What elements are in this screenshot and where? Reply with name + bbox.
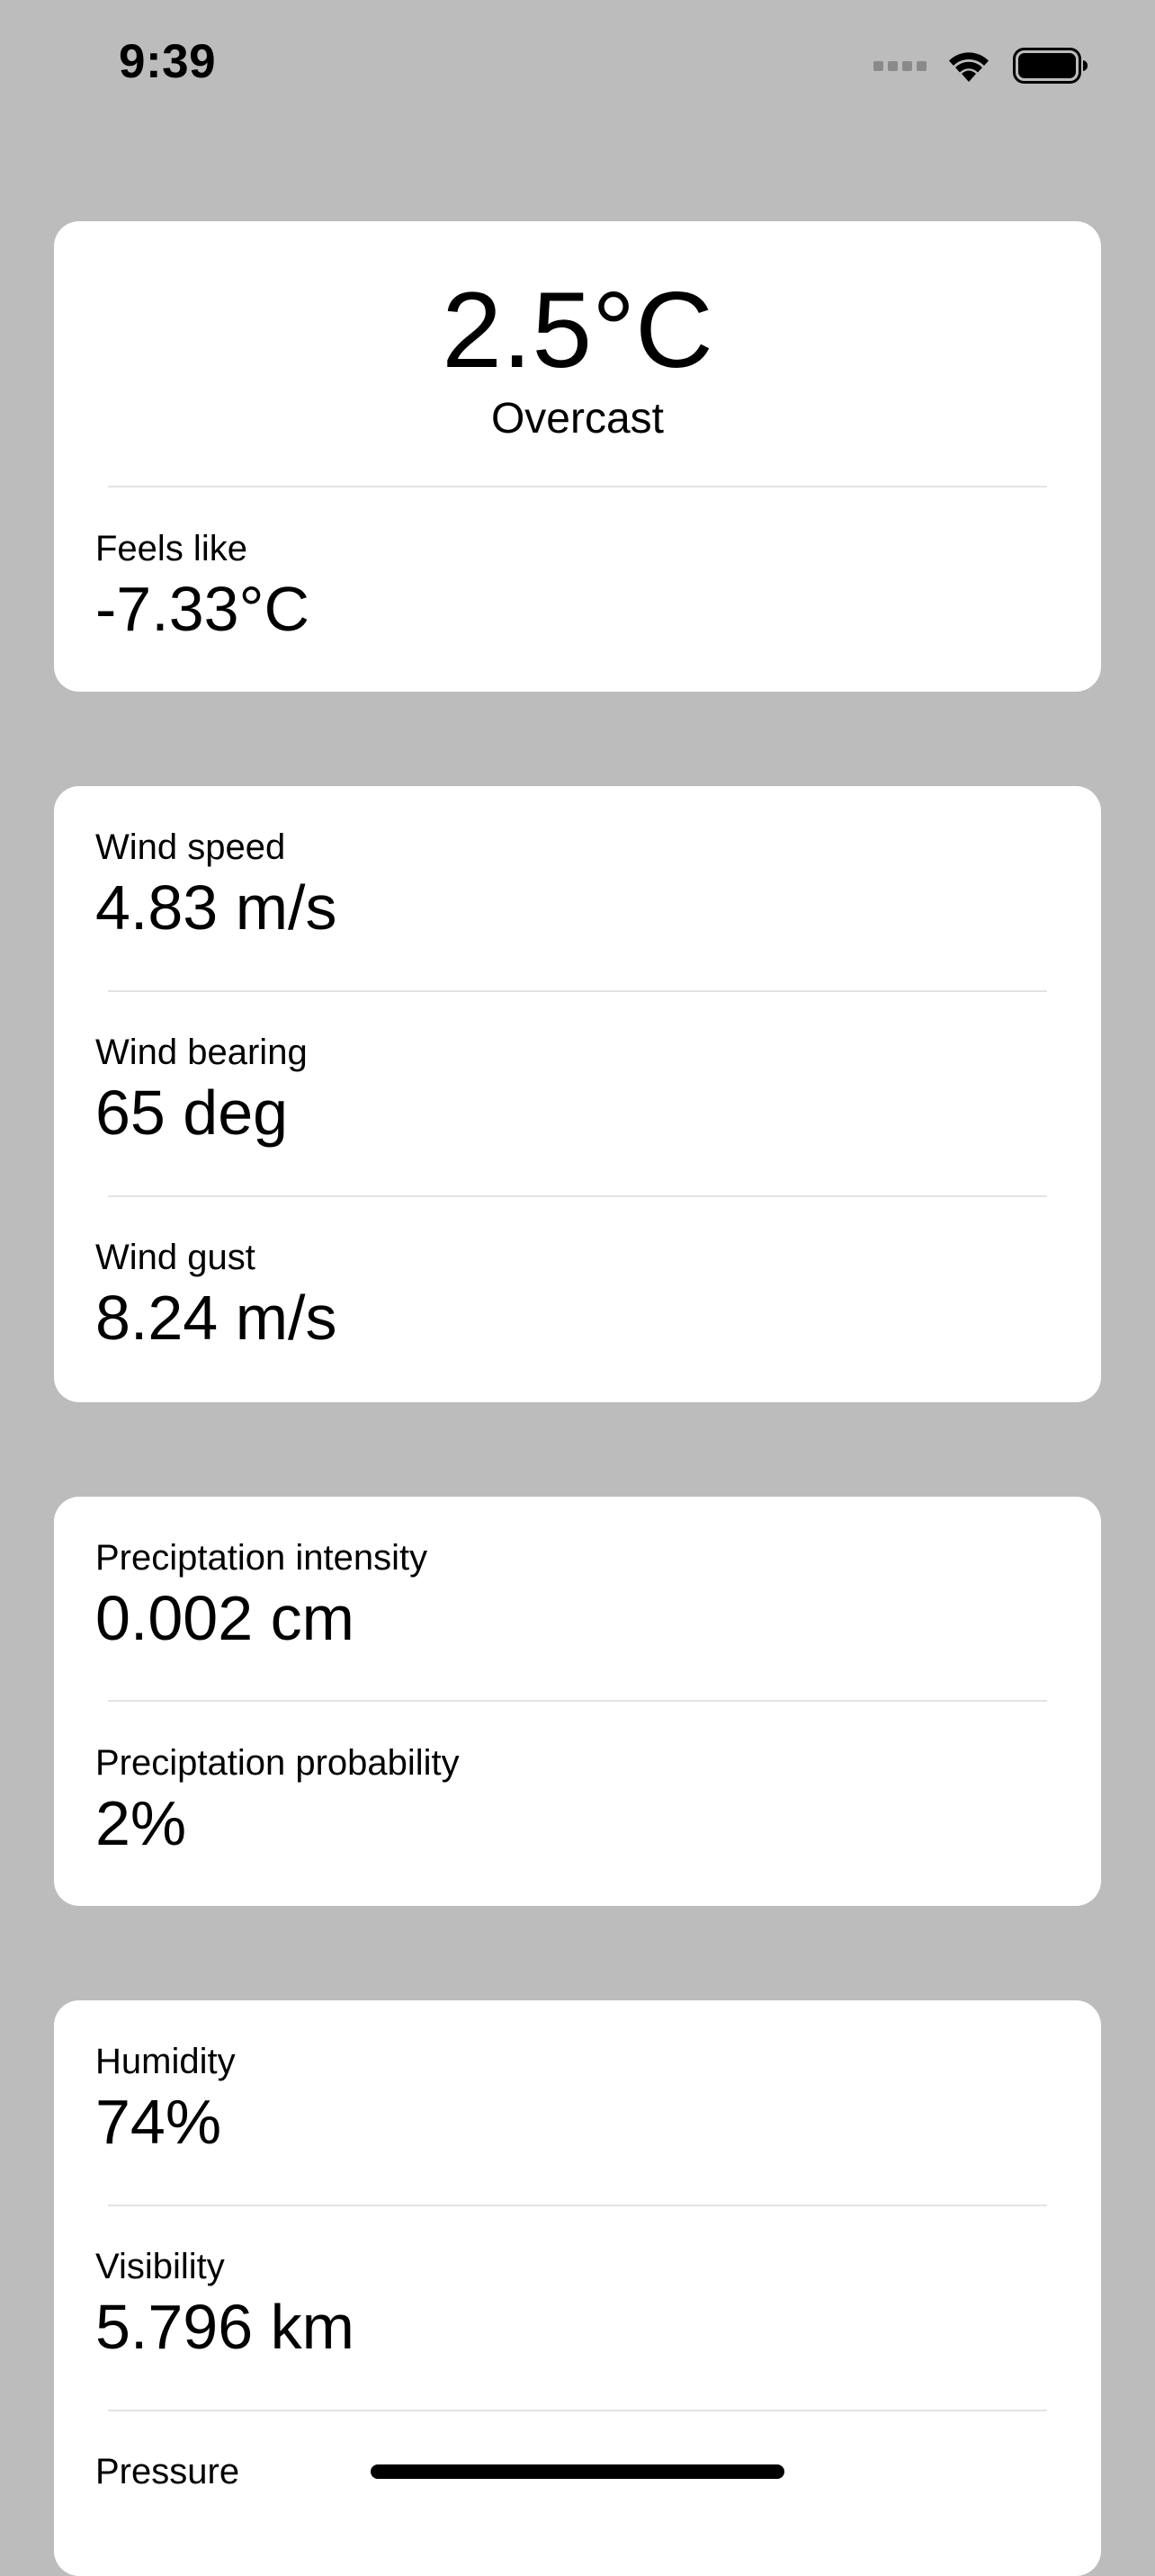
precipitation-intensity-metric: Preciptation intensity 0.002 cm (95, 1497, 1060, 1702)
status-time: 9:39 (119, 35, 217, 88)
wind-bearing-label: Wind bearing (95, 1033, 308, 1072)
feels-like-label: Feels like (95, 529, 247, 568)
wind-gust-label: Wind gust (95, 1238, 255, 1277)
visibility-label: Visibility (95, 2247, 225, 2286)
status-icons (873, 45, 1088, 86)
precipitation-probability-value: 2% (95, 1788, 187, 1858)
precipitation-card: Preciptation intensity 0.002 cm Precipta… (54, 1497, 1101, 1906)
divider (108, 2410, 1047, 2411)
divider (108, 1195, 1047, 1197)
wind-speed-label: Wind speed (95, 827, 286, 867)
wind-speed-metric: Wind speed 4.83 m/s (95, 786, 1060, 991)
wind-gust-metric: Wind gust 8.24 m/s (95, 1196, 1060, 1401)
wind-gust-value: 8.24 m/s (95, 1283, 337, 1353)
wind-bearing-value: 65 deg (95, 1078, 289, 1148)
weather-summary: Overcast (490, 395, 665, 443)
status-bar: 9:39 (0, 0, 1155, 126)
wind-card: Wind speed 4.83 m/s Wind bearing 65 deg … (54, 786, 1101, 1402)
pressure-label: Pressure (95, 2452, 240, 2491)
precipitation-probability-metric: Preciptation probability 2% (95, 1702, 1060, 1906)
humidity-value: 74% (95, 2087, 222, 2157)
wifi-icon (949, 52, 989, 82)
visibility-metric: Visibility 5.796 km (95, 2205, 1060, 2411)
humidity-metric: Humidity 74% (95, 2000, 1060, 2205)
wind-speed-value: 4.83 m/s (95, 872, 337, 943)
current-temperature: 2.5°C (442, 270, 713, 390)
home-indicator[interactable] (371, 2464, 784, 2479)
pressure-metric: Pressure (95, 2411, 1060, 2576)
battery-icon (1013, 48, 1088, 84)
atmosphere-card: Humidity 74% Visibility 5.796 km Pressur… (54, 2000, 1101, 2576)
humidity-label: Humidity (95, 2042, 236, 2081)
precipitation-probability-label: Preciptation probability (95, 1743, 460, 1783)
divider (108, 2205, 1047, 2206)
precipitation-intensity-value: 0.002 cm (95, 1583, 354, 1653)
divider (108, 486, 1047, 487)
precipitation-intensity-label: Preciptation intensity (95, 1538, 428, 1578)
cellular-signal-icon (873, 60, 927, 71)
current-conditions-card: 2.5°C Overcast Feels like -7.33°C (54, 221, 1101, 692)
divider (108, 1700, 1047, 1702)
visibility-value: 5.796 km (95, 2292, 354, 2362)
feels-like-value: -7.33°C (95, 574, 310, 644)
feels-like-metric: Feels like -7.33°C (95, 487, 1060, 692)
divider (108, 990, 1047, 992)
wind-bearing-metric: Wind bearing 65 deg (95, 991, 1060, 1196)
